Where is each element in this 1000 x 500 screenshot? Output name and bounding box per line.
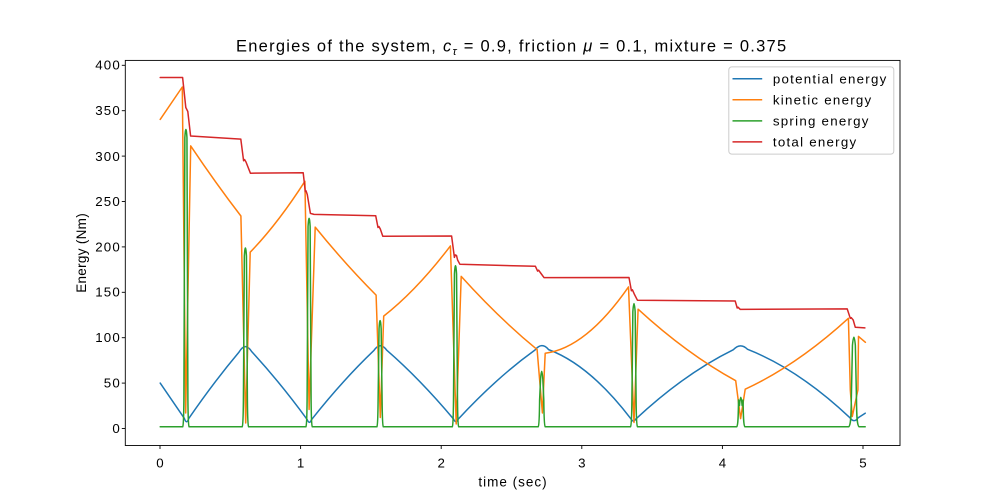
svg-text:300: 300 [95, 149, 121, 164]
svg-text:250: 250 [95, 194, 121, 209]
svg-text:150: 150 [95, 285, 121, 300]
svg-text:Energies of the system, cτ = 0: Energies of the system, cτ = 0.9, fricti… [236, 37, 787, 58]
svg-text:spring energy: spring energy [773, 114, 870, 129]
svg-text:potential energy: potential energy [773, 72, 888, 87]
svg-text:200: 200 [95, 239, 121, 254]
svg-text:100: 100 [95, 330, 121, 345]
svg-text:350: 350 [95, 103, 121, 118]
svg-text:5: 5 [859, 456, 866, 471]
svg-text:50: 50 [104, 376, 121, 391]
svg-text:4: 4 [719, 456, 726, 471]
svg-text:0: 0 [112, 421, 121, 436]
svg-text:total energy: total energy [773, 135, 857, 150]
svg-text:3: 3 [578, 456, 585, 471]
svg-text:Energy (Nm): Energy (Nm) [74, 213, 89, 293]
svg-text:0: 0 [156, 456, 163, 471]
svg-text:1: 1 [297, 456, 304, 471]
svg-text:time (sec): time (sec) [478, 475, 547, 490]
svg-text:kinetic energy: kinetic energy [773, 93, 873, 108]
svg-text:400: 400 [95, 58, 121, 73]
svg-text:2: 2 [437, 456, 444, 471]
